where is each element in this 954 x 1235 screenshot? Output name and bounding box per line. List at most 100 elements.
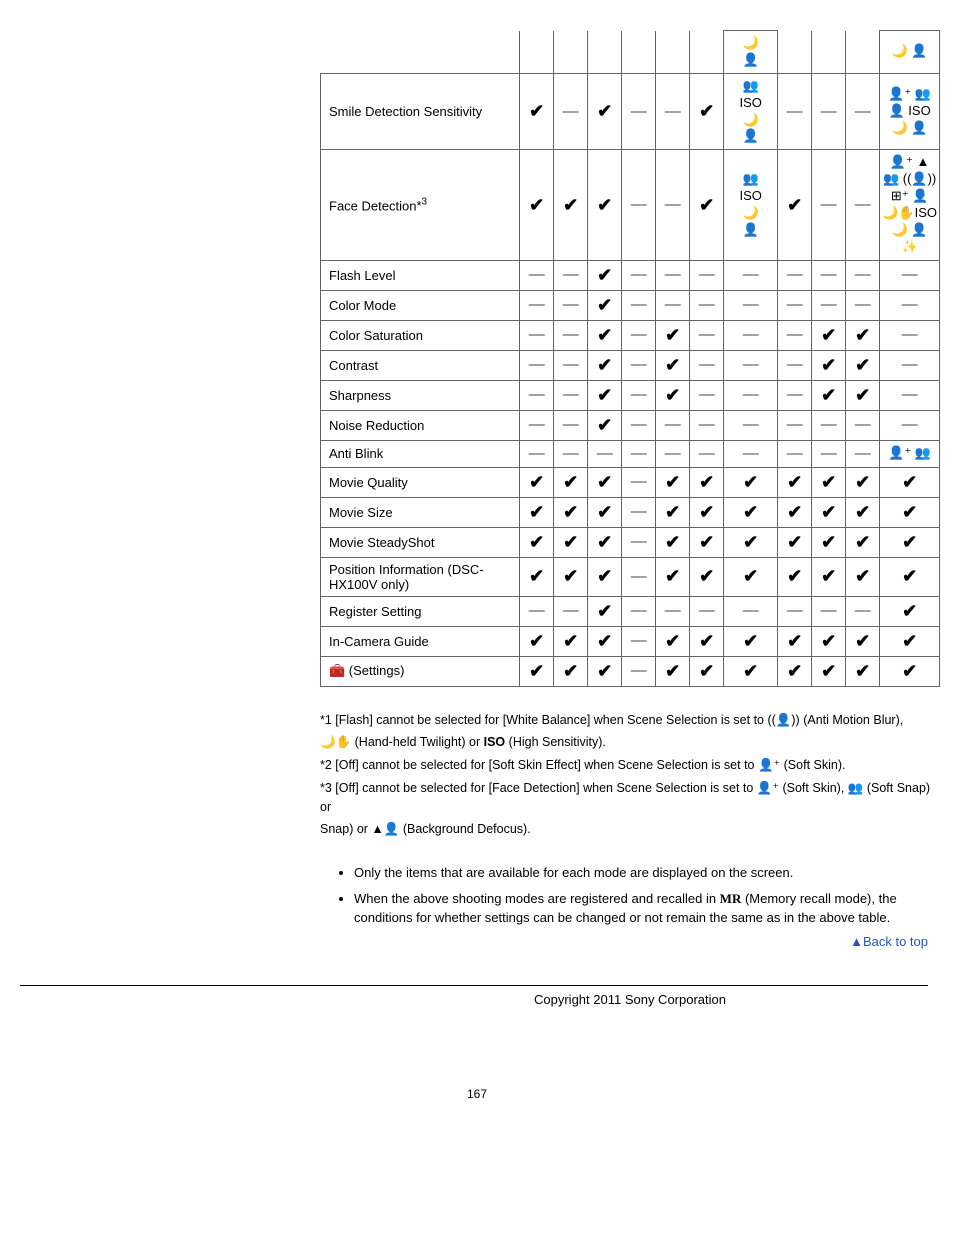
feature-cell: — xyxy=(846,290,880,320)
feature-cell: ✔ xyxy=(880,557,940,596)
dash-icon: — xyxy=(631,533,647,550)
feature-cell: — xyxy=(520,440,554,467)
feature-cell: ✔ xyxy=(588,596,622,626)
check-icon: ✔ xyxy=(529,661,544,681)
feature-cell: — xyxy=(846,260,880,290)
feature-cell: — xyxy=(622,290,656,320)
feature-cell: — xyxy=(880,410,940,440)
back-to-top-link[interactable]: ▲Back to top xyxy=(20,934,928,949)
feature-cell: ✔ xyxy=(880,656,940,686)
feature-cell: 🌙 👤 xyxy=(880,31,940,74)
feature-table: 🌙👤🌙 👤Smile Detection Sensitivity✔—✔——✔👥I… xyxy=(320,30,940,687)
mode-icon: 👤 xyxy=(726,222,775,239)
feature-cell: ✔ xyxy=(690,656,724,686)
dash-icon: — xyxy=(855,416,871,433)
dash-icon: — xyxy=(821,196,837,213)
feature-cell: ✔ xyxy=(554,527,588,557)
feature-cell: — xyxy=(554,73,588,150)
feature-cell: — xyxy=(622,557,656,596)
check-icon: ✔ xyxy=(597,502,612,522)
feature-cell xyxy=(656,31,690,74)
check-icon: ✔ xyxy=(821,532,836,552)
feature-label: Contrast xyxy=(321,350,520,380)
dash-icon: — xyxy=(563,326,579,343)
dash-icon: — xyxy=(821,602,837,619)
feature-cell: — xyxy=(880,350,940,380)
mode-icon: 🌙✋ISO xyxy=(882,205,937,222)
feature-cell: — xyxy=(622,73,656,150)
check-icon: ✔ xyxy=(743,566,758,586)
check-icon: ✔ xyxy=(563,631,578,651)
feature-label: Face Detection*3 xyxy=(321,150,520,260)
check-icon: ✔ xyxy=(597,631,612,651)
feature-cell: — xyxy=(690,410,724,440)
check-icon: ✔ xyxy=(597,532,612,552)
dash-icon: — xyxy=(631,266,647,283)
feature-cell: — xyxy=(554,596,588,626)
feature-cell: ✔ xyxy=(846,467,880,497)
dash-icon: — xyxy=(821,296,837,313)
check-icon: ✔ xyxy=(787,195,802,215)
dash-icon: — xyxy=(563,356,579,373)
check-icon: ✔ xyxy=(699,502,714,522)
check-icon: ✔ xyxy=(821,502,836,522)
mode-icon: 👤⁺ 👥 xyxy=(882,445,937,462)
feature-cell: ✔ xyxy=(880,596,940,626)
dash-icon: — xyxy=(631,445,647,462)
dash-icon: — xyxy=(529,296,545,313)
feature-cell: ✔ xyxy=(690,557,724,596)
feature-cell: 🌙👤 xyxy=(724,31,778,74)
check-icon: ✔ xyxy=(597,601,612,621)
dash-icon: — xyxy=(821,416,837,433)
feature-cell: — xyxy=(724,260,778,290)
dash-icon: — xyxy=(665,103,681,120)
check-icon: ✔ xyxy=(699,566,714,586)
feature-cell: ✔ xyxy=(846,350,880,380)
feature-cell: ✔ xyxy=(554,497,588,527)
feature-label: Movie SteadyShot xyxy=(321,527,520,557)
feature-cell xyxy=(778,31,812,74)
feature-cell: ✔ xyxy=(588,150,622,260)
dash-icon: — xyxy=(699,602,715,619)
dash-icon: — xyxy=(631,602,647,619)
feature-cell: ✔ xyxy=(812,626,846,656)
feature-cell: ✔ xyxy=(520,150,554,260)
dash-icon: — xyxy=(665,196,681,213)
feature-cell: ✔ xyxy=(554,656,588,686)
feature-cell: 👥ISO🌙👤 xyxy=(724,150,778,260)
feature-cell: ✔ xyxy=(520,73,554,150)
feature-cell: ✔ xyxy=(812,467,846,497)
feature-cell: ✔ xyxy=(690,467,724,497)
dash-icon: — xyxy=(529,602,545,619)
feature-cell: — xyxy=(690,290,724,320)
dash-icon: — xyxy=(787,386,803,403)
dash-icon: — xyxy=(743,416,759,433)
feature-cell: ✔ xyxy=(554,557,588,596)
dash-icon: — xyxy=(743,445,759,462)
background-defocus-icon: ▲👤 xyxy=(371,822,399,836)
feature-cell: ✔ xyxy=(724,497,778,527)
feature-cell: — xyxy=(778,320,812,350)
dash-icon: — xyxy=(529,416,545,433)
feature-cell: ✔ xyxy=(846,380,880,410)
feature-cell: — xyxy=(812,260,846,290)
feature-cell: — xyxy=(778,440,812,467)
feature-cell xyxy=(520,31,554,74)
feature-cell: — xyxy=(622,350,656,380)
feature-cell: — xyxy=(724,350,778,380)
notes-list: Only the items that are available for ea… xyxy=(320,863,940,928)
feature-cell: — xyxy=(554,440,588,467)
feature-cell: — xyxy=(690,596,724,626)
check-icon: ✔ xyxy=(787,502,802,522)
memory-recall-icon: MR xyxy=(720,891,742,906)
check-icon: ✔ xyxy=(821,566,836,586)
feature-cell: — xyxy=(622,320,656,350)
feature-cell: ✔ xyxy=(880,497,940,527)
feature-label: Register Setting xyxy=(321,596,520,626)
check-icon: ✔ xyxy=(665,661,680,681)
check-icon: ✔ xyxy=(529,502,544,522)
note-item: Only the items that are available for ea… xyxy=(354,863,940,883)
feature-label: 🧰 (Settings) xyxy=(321,656,520,686)
feature-cell: — xyxy=(812,150,846,260)
check-icon: ✔ xyxy=(597,265,612,285)
